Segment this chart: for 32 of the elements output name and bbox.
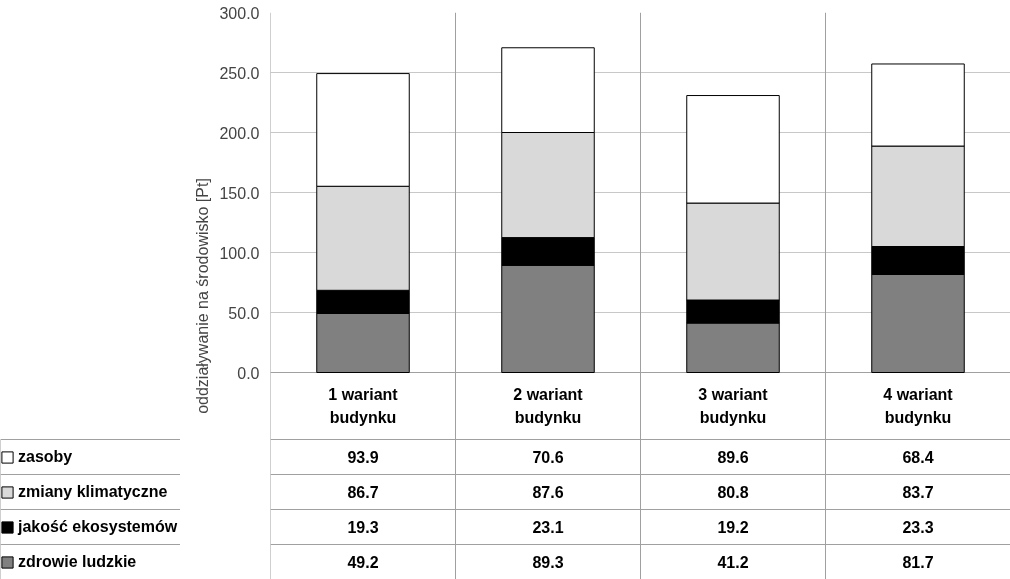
data-label: 23.1 — [532, 519, 564, 536]
data-label: 68.4 — [902, 449, 934, 466]
y-tick-label: 200.0 — [219, 124, 260, 142]
data-label: 93.9 — [347, 449, 379, 466]
y-tick-label: 0.0 — [237, 364, 260, 382]
y-tick-label: 100.0 — [219, 244, 260, 262]
legend-label: zasoby — [18, 446, 73, 467]
x-tick-label: 1 wariant budynku — [328, 386, 399, 426]
data-label: 70.6 — [532, 449, 564, 466]
x-tick-label: 4 wariant budynku — [883, 386, 954, 426]
y-tick-label: 250.0 — [219, 64, 260, 82]
data-label: 19.2 — [717, 519, 749, 536]
y-tick-label: 150.0 — [219, 184, 260, 202]
data-label: 87.6 — [532, 484, 564, 501]
y-tick-label: 300.0 — [219, 4, 260, 22]
data-label: 23.3 — [902, 519, 934, 536]
legend-label: jakość ekosystemów — [18, 516, 178, 537]
data-label: 49.2 — [347, 554, 379, 571]
data-label: 83.7 — [902, 484, 934, 501]
data-label: 89.6 — [717, 449, 749, 466]
y-axis-title: oddziaływanie na środowisko [Pt] — [194, 178, 212, 414]
data-label: 41.2 — [717, 554, 749, 571]
y-tick-label: 50.0 — [228, 304, 260, 322]
x-tick-label: 3 wariant budynku — [698, 386, 769, 426]
data-label: 81.7 — [902, 554, 934, 571]
data-label: 86.7 — [347, 484, 379, 501]
data-label: 89.3 — [532, 554, 564, 571]
x-tick-label: 2 wariant budynku — [513, 386, 584, 426]
legend-label: zdrowie ludzkie — [18, 551, 137, 572]
data-label: 19.3 — [347, 519, 379, 536]
data-label: 80.8 — [717, 484, 749, 501]
legend-label: zmiany klimatyczne — [18, 481, 168, 502]
